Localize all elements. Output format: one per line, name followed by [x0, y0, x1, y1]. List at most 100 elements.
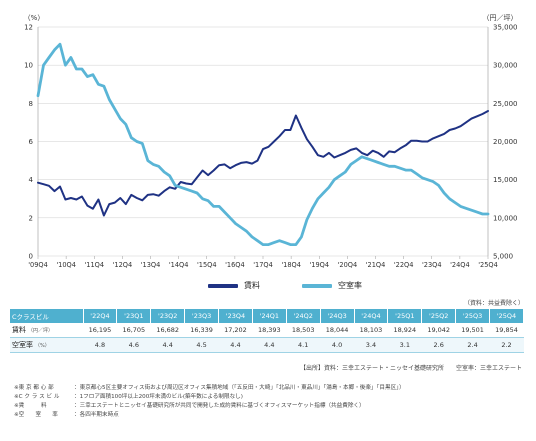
data-table: Cクラスビル '22Q4'23Q1'23Q2'23Q3'23Q4'24Q1'24…	[10, 309, 524, 353]
table-row-unit: （円／坪）	[28, 328, 54, 334]
table-col-header: '24Q2	[286, 309, 321, 323]
table-col-header: '24Q4	[354, 309, 389, 323]
footnote-text: ：三幸エステートとニッセイ基礎研究所が共同で開発した成約賃料に基づくオフィスマー…	[74, 403, 365, 409]
table-cell: 3.4	[354, 337, 388, 353]
left-axis-unit: （%）	[24, 14, 45, 22]
x-tick-label: '11Q4	[84, 261, 104, 269]
legend-swatch-vacancy	[302, 283, 332, 288]
table-cell: 16,195	[83, 323, 117, 338]
table-col-header: '23Q2	[150, 309, 186, 323]
table-col-header: '25Q1	[387, 309, 423, 323]
table-col-header: '24Q3	[320, 309, 355, 323]
table-cell: 4.5	[184, 337, 219, 353]
right-tick-label: 25,000	[493, 100, 518, 108]
x-tick-label: '15Q4	[197, 261, 217, 269]
legend-label-rent: 賃料	[244, 281, 260, 290]
footnotes: ※東 京 都 心 部 ：東京都心5区主要オフィス街および周辺区オフィス集積地域（「…	[14, 384, 405, 420]
footnote-label: ※賃 料	[14, 403, 47, 409]
x-tick-label: '17Q4	[253, 261, 273, 269]
table-header-label: Cクラスビル	[10, 309, 84, 323]
table-cell: 19,501	[455, 323, 490, 338]
table-cell: 4.0	[320, 337, 354, 353]
x-tick-label: '13Q4	[141, 261, 161, 269]
right-axis-unit: （円／坪）	[483, 14, 518, 22]
table-row-label: 賃料 （円／坪）	[10, 323, 83, 338]
right-tick-label: 30,000	[493, 62, 518, 70]
footnote-text: ：各四半期末時点	[74, 412, 119, 418]
table-row-unit: （%）	[35, 343, 50, 349]
x-tick-label: '24Q4	[450, 261, 470, 269]
table-cell: 4.4	[150, 337, 185, 353]
table-col-header: '25Q3	[455, 309, 490, 323]
x-tick-label: '14Q4	[169, 261, 189, 269]
table-row: 空室率 （%） 4.8 4.6 4.4 4.5 4.4 4.4 4.1 4.0 3.4 3.1 2.6 2…	[10, 337, 524, 353]
footnote: ※東 京 都 心 部 ：東京都心5区主要オフィス街および周辺区オフィス集積地域（「…	[14, 384, 405, 393]
table-cell: 3.1	[387, 337, 422, 353]
table-cell: 16,705	[116, 323, 151, 338]
x-tick-label: '25Q4	[478, 261, 498, 269]
table-col-header: '23Q1	[116, 309, 152, 323]
table-cell: 4.8	[83, 337, 117, 353]
chart-credit: 【出所】資料：三幸エステート・ニッセイ基礎研究所 空室率：三幸エステート	[290, 363, 522, 372]
table-cell: 18,103	[354, 323, 388, 338]
right-tick-label: 15,000	[493, 176, 518, 184]
footnote: ※C ク ラ ス ビ ル ：1フロア面積100坪以上200坪未満のビル(築年数によ…	[14, 393, 405, 402]
table-cell: 18,044	[320, 323, 354, 338]
right-tick-label: 20,000	[493, 138, 518, 146]
series-line-rent	[37, 110, 489, 217]
left-axis: 0 2 4 6 8 10 12	[24, 24, 39, 261]
footnote: ※空 室 率 ：各四半期末時点	[14, 411, 405, 420]
left-tick-label: 8	[29, 100, 33, 108]
x-tick-label: '18Q4	[281, 261, 301, 269]
table-cell: 16,339	[184, 323, 219, 338]
legend-swatch-rent	[208, 283, 238, 288]
right-axis: 5,000 10,000 15,000 20,000 25,000 30,000 35,00…	[487, 24, 518, 261]
table-row-label: 空室率 （%）	[10, 337, 83, 353]
footnote-label: ※C ク ラ ス ビ ル	[14, 394, 60, 400]
table-col-header: '22Q4	[83, 309, 118, 323]
legend-item-vacancy: 空室率	[302, 280, 362, 291]
table-cell: 4.1	[286, 337, 321, 353]
table-cell: 4.6	[116, 337, 151, 353]
table-cell: 2.4	[455, 337, 490, 353]
x-tick-label: '10Q4	[56, 261, 76, 269]
table-cell: 19,854	[489, 323, 524, 338]
x-tick-label: '09Q4	[28, 261, 48, 269]
left-tick-label: 10	[24, 62, 33, 70]
table-row-label-text: 空室率	[12, 341, 33, 349]
table-source-note: （資料：共益費除く）	[463, 300, 524, 307]
x-tick-label: '23Q4	[422, 261, 442, 269]
table-row-label-text: 賃料	[12, 326, 26, 334]
table-cell: 4.4	[218, 337, 253, 353]
table-cell: 4.4	[252, 337, 287, 353]
right-tick-label: 10,000	[493, 214, 518, 222]
x-tick-label: '22Q4	[394, 261, 414, 269]
right-tick-label: 35,000	[493, 24, 518, 32]
table-row: 賃料 （円／坪） 16,195 16,705 16,682 16,339 17,202 18,…	[10, 323, 524, 338]
table-cell: 17,202	[218, 323, 253, 338]
table-col-header: '25Q4	[489, 309, 524, 323]
table-cell: 19,042	[421, 323, 456, 338]
table-cell: 18,503	[286, 323, 321, 338]
table-col-header: '25Q2	[421, 309, 457, 323]
table-cell: 16,682	[150, 323, 185, 338]
legend-item-rent: 賃料	[208, 280, 260, 291]
left-tick-label: 6	[29, 138, 34, 146]
x-tick-label: '16Q4	[225, 261, 245, 269]
legend-label-vacancy: 空室率	[338, 281, 362, 290]
x-axis: '09Q4 '10Q4 '11Q4 '12Q4 '13Q4 '14Q4 '15Q4 '16Q4…	[28, 256, 498, 269]
table-col-header: '23Q4	[218, 309, 253, 323]
series-group	[36, 42, 490, 247]
table-cell: 18,393	[252, 323, 287, 338]
chart-legend: 賃料 空室率	[0, 280, 536, 294]
left-tick-label: 0	[29, 253, 33, 261]
x-tick-label: '12Q4	[113, 261, 133, 269]
credit-source: 【出所】資料：三幸エステート・ニッセイ基礎研究所	[300, 365, 445, 372]
table-cell: 2.6	[421, 337, 456, 353]
table-col-header: '23Q3	[184, 309, 219, 323]
right-tick-label: 5,000	[493, 253, 513, 261]
credit-vacancy: 空室率：三幸エステート	[455, 365, 522, 372]
footnote: ※賃 料 ：三幸エステートとニッセイ基礎研究所が共同で開発した成約賃料に基づくオフ…	[14, 402, 405, 411]
table-header-row: Cクラスビル '22Q4'23Q1'23Q2'23Q3'23Q4'24Q1'24…	[10, 309, 524, 323]
left-tick-label: 12	[24, 24, 33, 32]
